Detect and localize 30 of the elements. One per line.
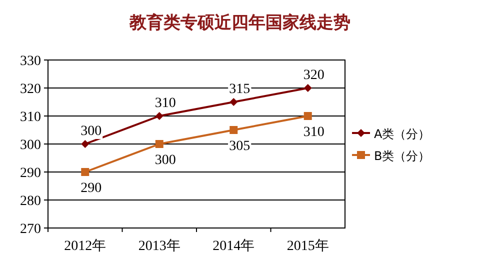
point bbox=[230, 126, 238, 134]
point bbox=[81, 168, 90, 176]
chart-title: 教育类专硕近四年国家线走势 bbox=[128, 12, 350, 33]
data-label: 320 bbox=[303, 68, 324, 83]
data-label: 300 bbox=[154, 153, 176, 168]
legend-label: A类（分） bbox=[374, 127, 430, 141]
point bbox=[304, 112, 312, 120]
x-tick-label: 2012年 bbox=[64, 238, 106, 254]
point bbox=[230, 98, 238, 106]
data-label: 310 bbox=[154, 96, 176, 111]
point bbox=[155, 112, 164, 120]
y-tick-label: 280 bbox=[20, 194, 41, 209]
y-tick-label: 300 bbox=[20, 138, 41, 153]
x-tick-label: 2014年 bbox=[212, 238, 255, 254]
x-tick-label: 2015年 bbox=[286, 238, 329, 254]
y-tick-label: 270 bbox=[20, 222, 41, 237]
y-tick-label: 320 bbox=[20, 82, 41, 97]
legend-label: B类（分） bbox=[374, 149, 430, 163]
y-tick-label: 310 bbox=[20, 110, 41, 125]
data-label: 305 bbox=[229, 139, 250, 154]
point bbox=[304, 84, 312, 92]
data-label: 310 bbox=[303, 125, 324, 140]
y-tick-label: 290 bbox=[20, 166, 41, 181]
data-label: 315 bbox=[229, 82, 250, 97]
point bbox=[155, 140, 164, 148]
y-tick-label: 330 bbox=[20, 54, 41, 69]
data-label: 300 bbox=[80, 124, 102, 139]
data-label: 290 bbox=[80, 181, 102, 196]
x-tick-label: 2013年 bbox=[138, 238, 180, 254]
point bbox=[81, 140, 90, 148]
